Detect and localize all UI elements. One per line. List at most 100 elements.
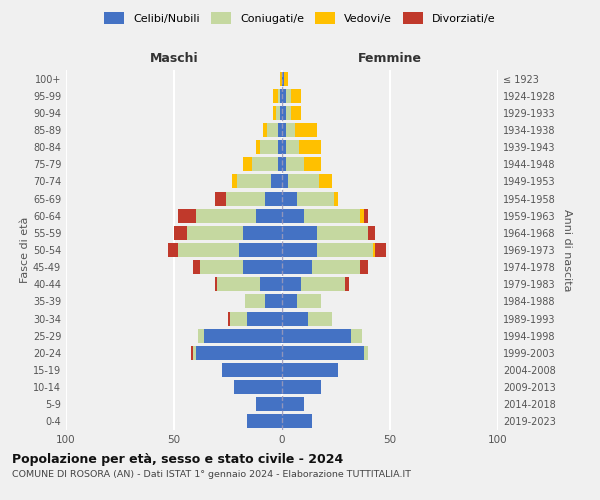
- Bar: [282, 312, 308, 326]
- Bar: [178, 208, 196, 222]
- Bar: [187, 226, 243, 240]
- Bar: [284, 72, 289, 86]
- Bar: [282, 88, 286, 102]
- Bar: [282, 294, 297, 308]
- Bar: [235, 380, 282, 394]
- Bar: [334, 192, 338, 205]
- Bar: [278, 140, 282, 154]
- Bar: [304, 208, 360, 222]
- Bar: [174, 226, 187, 240]
- Bar: [360, 260, 368, 274]
- Bar: [278, 88, 280, 102]
- Bar: [217, 278, 260, 291]
- Bar: [221, 363, 282, 377]
- Bar: [215, 192, 226, 205]
- Bar: [191, 346, 193, 360]
- Bar: [226, 192, 265, 205]
- Bar: [198, 328, 204, 342]
- Bar: [282, 363, 338, 377]
- Bar: [167, 243, 178, 257]
- Bar: [282, 192, 297, 205]
- Bar: [280, 106, 282, 120]
- Bar: [282, 260, 312, 274]
- Bar: [247, 414, 282, 428]
- Bar: [286, 88, 290, 102]
- Bar: [317, 226, 368, 240]
- Bar: [278, 123, 282, 137]
- Bar: [375, 243, 386, 257]
- Bar: [282, 174, 289, 188]
- Text: Femmine: Femmine: [358, 52, 422, 65]
- Bar: [193, 260, 200, 274]
- Bar: [232, 174, 236, 188]
- Bar: [282, 414, 312, 428]
- Bar: [280, 72, 282, 86]
- Bar: [280, 88, 282, 102]
- Bar: [252, 158, 278, 172]
- Bar: [286, 140, 299, 154]
- Bar: [196, 346, 282, 360]
- Bar: [319, 174, 332, 188]
- Bar: [271, 174, 282, 188]
- Bar: [282, 72, 284, 86]
- Bar: [282, 278, 301, 291]
- Bar: [282, 328, 351, 342]
- Bar: [274, 106, 275, 120]
- Bar: [256, 398, 282, 411]
- Bar: [290, 106, 301, 120]
- Bar: [265, 294, 282, 308]
- Bar: [256, 140, 260, 154]
- Bar: [317, 243, 373, 257]
- Bar: [282, 380, 321, 394]
- Bar: [178, 243, 239, 257]
- Bar: [301, 278, 344, 291]
- Bar: [286, 158, 304, 172]
- Bar: [297, 192, 334, 205]
- Bar: [364, 346, 368, 360]
- Bar: [260, 278, 282, 291]
- Bar: [247, 312, 282, 326]
- Bar: [364, 208, 368, 222]
- Bar: [196, 208, 256, 222]
- Bar: [263, 123, 267, 137]
- Bar: [282, 106, 286, 120]
- Text: Popolazione per età, sesso e stato civile - 2024: Popolazione per età, sesso e stato civil…: [12, 452, 343, 466]
- Bar: [282, 226, 317, 240]
- Bar: [239, 243, 282, 257]
- Bar: [243, 158, 252, 172]
- Bar: [308, 312, 332, 326]
- Bar: [265, 192, 282, 205]
- Bar: [360, 208, 364, 222]
- Bar: [267, 123, 278, 137]
- Text: Maschi: Maschi: [149, 52, 199, 65]
- Bar: [256, 208, 282, 222]
- Bar: [193, 346, 196, 360]
- Bar: [243, 226, 282, 240]
- Bar: [282, 140, 286, 154]
- Bar: [274, 88, 278, 102]
- Bar: [290, 88, 301, 102]
- Bar: [373, 243, 375, 257]
- Y-axis label: Anni di nascita: Anni di nascita: [562, 209, 572, 291]
- Bar: [260, 140, 278, 154]
- Bar: [215, 278, 217, 291]
- Bar: [230, 312, 247, 326]
- Bar: [304, 158, 321, 172]
- Bar: [278, 158, 282, 172]
- Bar: [282, 123, 286, 137]
- Bar: [282, 208, 304, 222]
- Bar: [351, 328, 362, 342]
- Bar: [245, 294, 265, 308]
- Bar: [282, 158, 286, 172]
- Bar: [344, 278, 349, 291]
- Bar: [286, 123, 295, 137]
- Text: COMUNE DI ROSORA (AN) - Dati ISTAT 1° gennaio 2024 - Elaborazione TUTTITALIA.IT: COMUNE DI ROSORA (AN) - Dati ISTAT 1° ge…: [12, 470, 411, 479]
- Y-axis label: Fasce di età: Fasce di età: [20, 217, 30, 283]
- Legend: Celibi/Nubili, Coniugati/e, Vedovi/e, Divorziati/e: Celibi/Nubili, Coniugati/e, Vedovi/e, Di…: [100, 8, 500, 28]
- Bar: [200, 260, 243, 274]
- Bar: [282, 398, 304, 411]
- Bar: [368, 226, 375, 240]
- Bar: [299, 140, 321, 154]
- Bar: [297, 294, 321, 308]
- Bar: [282, 346, 364, 360]
